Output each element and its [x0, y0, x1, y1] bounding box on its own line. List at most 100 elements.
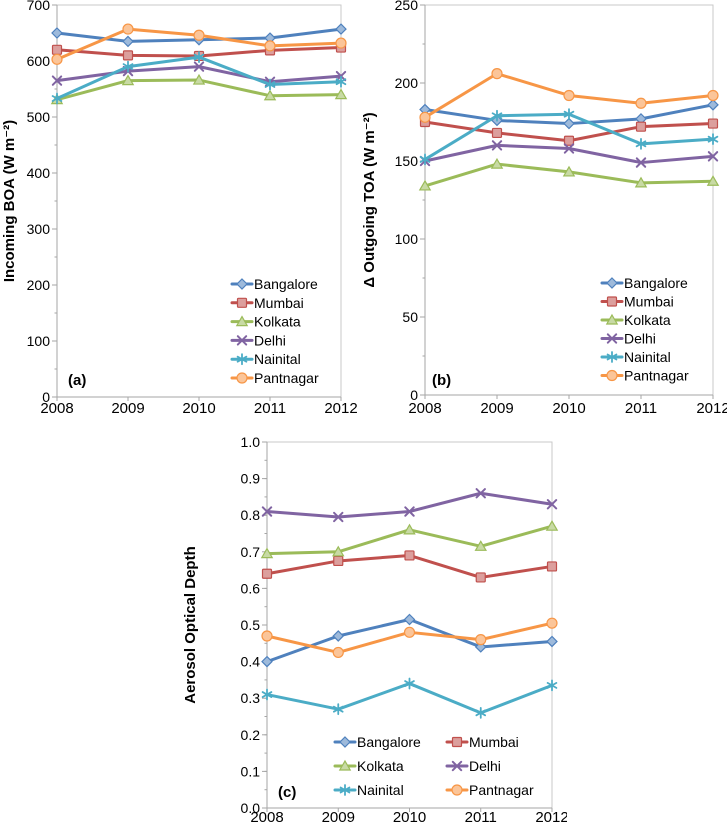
plot-area-border	[424, 4, 714, 396]
series-kolkata	[260, 519, 559, 559]
legend-item-kolkata: Kolkata	[600, 312, 671, 328]
y-tick-label: 500	[27, 109, 51, 125]
x-tick-label: 2009	[111, 400, 144, 417]
legend-label: Nainital	[254, 351, 301, 367]
legend-item-delhi: Delhi	[445, 758, 501, 774]
y-tick-label: 600	[27, 53, 51, 69]
marker-x-delhi	[563, 143, 575, 154]
series-bangalore	[261, 613, 558, 668]
legend-label: Nainital	[624, 349, 671, 365]
marker-asterisk-nainital	[264, 78, 276, 91]
marker-x-delhi	[475, 488, 486, 499]
marker-square-mumbai	[475, 572, 486, 583]
marker-diamond-bangalore	[707, 98, 719, 111]
marker-x-delhi	[491, 140, 503, 151]
chart-b-outgoing-toa: 0 50 100 150 200 250 2008 2009 2010 2011 2012 Δ Out…	[361, 0, 727, 417]
marker-square-mumbai	[491, 127, 503, 139]
legend-marker-kolkata	[338, 759, 352, 771]
legend-marker-delhi	[236, 335, 248, 346]
series-kolkata	[418, 157, 720, 191]
legend-label: Mumbai	[624, 294, 674, 310]
y-tick-label: 0.5	[241, 617, 261, 633]
legend-label: Pantnagar	[469, 782, 534, 798]
marker-circle-pantnagar	[491, 68, 503, 80]
legend-marker-mumbai	[606, 296, 618, 307]
y-axis-title: Aerosol Optical Depth	[182, 546, 199, 704]
legend-marker-pantnagar	[236, 372, 248, 384]
marker-square-mumbai	[261, 568, 273, 579]
x-axis: 2008 2009 2010 2011 2012	[408, 394, 727, 417]
y-tick-label: 0.7	[241, 544, 261, 560]
x-axis: 2008 2009 2010 2011 2012	[250, 807, 567, 826]
series-line-delhi	[265, 491, 554, 519]
series-mumbai	[261, 550, 558, 583]
legend-marker-bangalore	[606, 277, 618, 289]
legend-marker-pantnagar	[606, 369, 618, 382]
legend-label: Kolkata	[357, 758, 404, 774]
marker-asterisk-nainital	[193, 51, 205, 63]
y-tick-label: 200	[395, 75, 419, 91]
legend-item-delhi: Delhi	[230, 332, 286, 348]
legend-label: Mumbai	[254, 295, 304, 311]
marker-triangle-kolkata	[545, 519, 559, 531]
x-tick-label: 2010	[182, 400, 215, 417]
y-tick-label: 0.2	[241, 727, 261, 743]
x-tick-label: 2012	[324, 400, 357, 417]
legend-label: Delhi	[254, 332, 286, 348]
marker-x-delhi	[404, 506, 415, 517]
legend-marker-pantnagar	[451, 784, 463, 796]
marker-circle-pantnagar	[419, 111, 431, 123]
legend-label: Nainital	[357, 782, 404, 798]
series-delhi	[419, 140, 719, 168]
marker-x-delhi	[333, 511, 344, 523]
marker-asterisk-nainital	[335, 75, 347, 88]
x-tick-label: 2011	[625, 400, 657, 417]
marker-triangle-kolkata	[332, 545, 345, 557]
legend: Bangalore Mumbai Kolkata Delhi Nainital Pantn…	[230, 276, 319, 386]
marker-asterisk-nainital	[635, 137, 647, 150]
marker-x-delhi	[546, 499, 558, 510]
marker-diamond-bangalore	[122, 35, 134, 48]
marker-asterisk-nainital	[563, 108, 575, 121]
x-axis: 2008 2009 2010 2011 2012	[40, 396, 358, 417]
y-tick-label: 50	[402, 309, 418, 325]
marker-triangle-kolkata	[634, 176, 648, 188]
marker-square-mumbai	[51, 44, 63, 55]
legend-item-bangalore: Bangalore	[600, 275, 688, 291]
marker-triangle-kolkata	[260, 547, 274, 559]
y-tick-label: 1.0	[241, 434, 261, 450]
marker-triangle-kolkata	[192, 73, 206, 85]
marker-square-mumbai	[563, 135, 575, 146]
marker-triangle-kolkata	[474, 540, 487, 551]
legend-item-bangalore: Bangalore	[230, 276, 318, 292]
series-bangalore	[419, 98, 719, 130]
x-tick-label: 2011	[465, 809, 497, 826]
legend-item-mumbai: Mumbai	[600, 294, 674, 310]
y-axis-title: Incoming BOA (W m⁻²)	[1, 120, 18, 282]
marker-circle-pantnagar	[546, 617, 558, 629]
y-tick-label: 0.8	[241, 507, 261, 523]
series-pantnagar	[419, 68, 719, 123]
marker-circle-pantnagar	[332, 646, 344, 659]
legend-marker-nainital	[339, 784, 351, 796]
legend-label: Pantnagar	[254, 370, 319, 386]
x-tick-label: 2012	[696, 400, 727, 417]
marker-square-mumbai	[635, 121, 647, 132]
y-tick-label: 0.9	[241, 471, 261, 487]
y-tick-label: 0	[42, 389, 50, 405]
legend-marker-mumbai	[236, 297, 248, 308]
legend-marker-nainital	[606, 351, 618, 363]
marker-circle-pantnagar	[635, 97, 647, 109]
legend-label: Mumbai	[469, 734, 519, 750]
panel-label-b: (b)	[432, 372, 451, 389]
legend-item-kolkata: Kolkata	[230, 314, 301, 330]
marker-asterisk-nainital	[491, 109, 503, 122]
y-tick-label: 250	[395, 0, 419, 13]
legend-label: Pantnagar	[624, 368, 689, 384]
marker-triangle-kolkata	[706, 175, 720, 186]
marker-x-delhi	[707, 151, 719, 162]
marker-circle-pantnagar	[403, 626, 416, 638]
